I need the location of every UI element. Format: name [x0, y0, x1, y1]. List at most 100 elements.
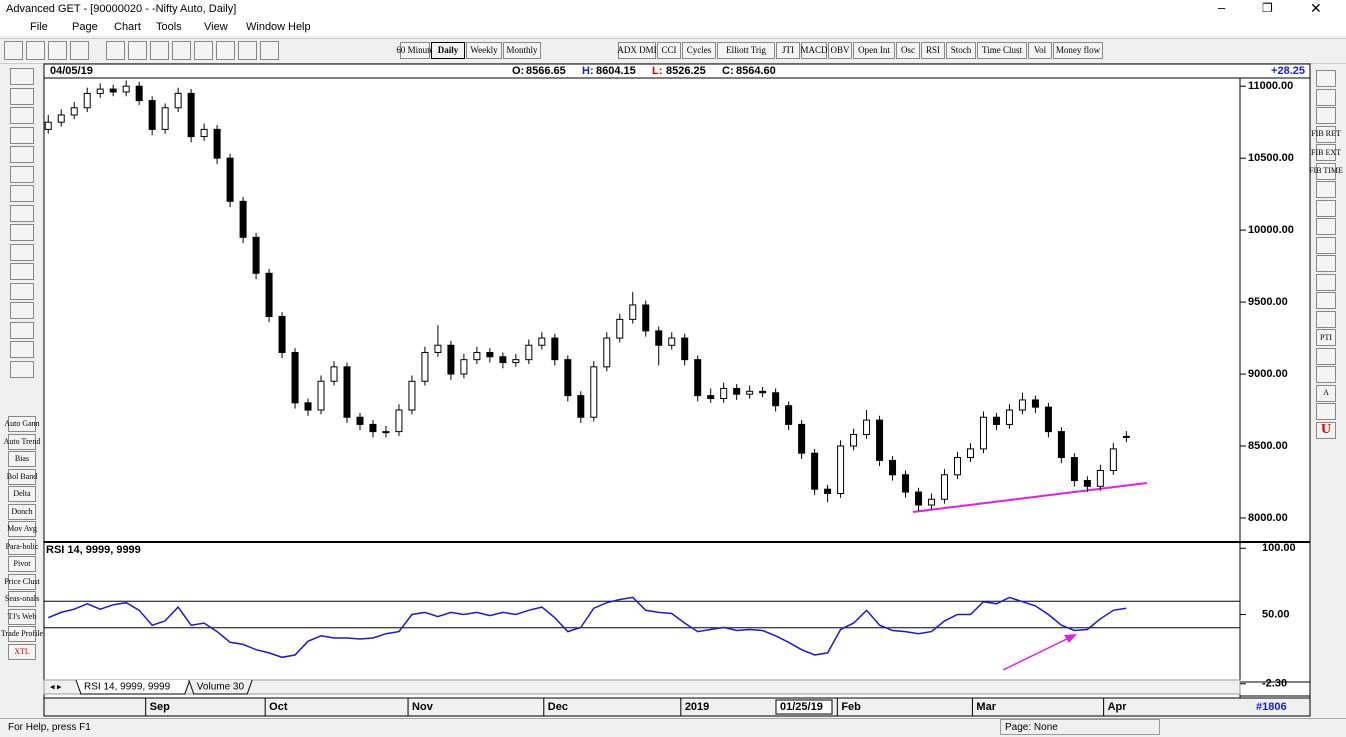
draw-tool[interactable]: [1316, 218, 1336, 235]
draw-tool[interactable]: [1316, 88, 1336, 106]
tool-icon[interactable]: [10, 68, 34, 85]
tool-icon[interactable]: [4, 41, 23, 60]
minimize[interactable]: –: [1218, 0, 1226, 15]
tool-icon[interactable]: [10, 224, 34, 241]
draw-tool[interactable]: [1316, 347, 1336, 365]
draw-tool[interactable]: A: [1316, 384, 1336, 402]
interval-button[interactable]: Weekly: [466, 42, 502, 59]
menu-item[interactable]: Window: [246, 21, 286, 33]
study-tool[interactable]: Trade Profile: [1, 626, 43, 642]
study-button[interactable]: Elliott Trig: [717, 42, 775, 59]
study-tool[interactable]: Bias: [8, 451, 36, 467]
study-button[interactable]: OBV: [828, 42, 852, 59]
candle-body: [343, 366, 351, 418]
interval-button[interactable]: Monthly: [503, 42, 541, 59]
study-button[interactable]: Vol: [1028, 42, 1052, 59]
draw-tool[interactable]: [1316, 273, 1336, 291]
tool-icon[interactable]: [106, 41, 125, 60]
interval-button[interactable]: Daily: [431, 42, 465, 59]
tool-icon[interactable]: [10, 321, 34, 339]
candle-body: [681, 337, 689, 361]
tool-icon[interactable]: [70, 41, 89, 60]
study-tool[interactable]: TJ's Web: [8, 608, 36, 625]
tool-icon[interactable]: [128, 41, 147, 60]
restore[interactable]: ❐: [1262, 1, 1273, 15]
tool-icon[interactable]: [150, 41, 169, 60]
tool-icon[interactable]: [26, 41, 45, 60]
menu-item[interactable]: View: [204, 21, 228, 33]
tool-icon[interactable]: [10, 107, 34, 124]
draw-tool[interactable]: [1316, 292, 1336, 309]
study-tool[interactable]: Bol Band: [7, 468, 37, 485]
tab-label[interactable]: RSI 14, 9999, 9999: [84, 682, 171, 693]
tool-icon[interactable]: [194, 41, 213, 60]
study-button[interactable]: Stoch: [946, 42, 976, 59]
draw-tool[interactable]: [1316, 236, 1336, 254]
tool-icon[interactable]: [10, 282, 34, 300]
tool-icon[interactable]: [10, 87, 34, 105]
tool-icon[interactable]: [10, 146, 34, 163]
study-tool[interactable]: Price Clust: [4, 573, 40, 590]
tool-icon[interactable]: [216, 41, 235, 60]
study-button[interactable]: Open Int: [853, 42, 895, 59]
draw-tool[interactable]: [1316, 181, 1336, 198]
tool-icon[interactable]: [10, 360, 34, 378]
study-button[interactable]: JTI: [776, 42, 800, 59]
draw-tool[interactable]: PTI: [1316, 329, 1336, 346]
candle-body: [979, 416, 987, 450]
menu-item[interactable]: Tools: [156, 21, 182, 33]
study-button[interactable]: MACD: [801, 42, 828, 59]
study-tool[interactable]: Delta: [8, 486, 36, 502]
draw-tool[interactable]: [1316, 366, 1336, 383]
study-button[interactable]: Osc: [896, 42, 920, 59]
tool-icon[interactable]: [172, 41, 191, 60]
tab-label[interactable]: Volume 30: [197, 682, 245, 693]
study-tool[interactable]: Auto Trend: [4, 433, 40, 450]
study-tool[interactable]: Donch: [8, 503, 36, 520]
tool-icon[interactable]: [10, 165, 34, 183]
tool-icon[interactable]: [10, 185, 34, 202]
study-tool[interactable]: Auto Gann: [4, 416, 40, 432]
menu-item[interactable]: Page: [72, 21, 98, 33]
draw-tool[interactable]: [1316, 403, 1336, 420]
ohlc-value: 8564.60: [736, 65, 776, 77]
study-tool[interactable]: Seas-onals: [5, 591, 39, 607]
menu-item[interactable]: Chart: [114, 21, 141, 33]
tool-icon[interactable]: [260, 41, 279, 60]
draw-tool[interactable]: FIB TIME: [1309, 162, 1343, 180]
study-button[interactable]: Money flow: [1053, 42, 1103, 59]
study-button[interactable]: Time Clust: [977, 42, 1027, 59]
study-tool[interactable]: Mov Avg: [7, 521, 37, 537]
study-tool[interactable]: XTL: [8, 643, 36, 660]
tool-icon[interactable]: [48, 41, 67, 60]
tool-icon[interactable]: [10, 302, 34, 319]
study-button[interactable]: ADX DMI: [617, 42, 657, 59]
tool-icon[interactable]: [10, 126, 34, 144]
tool-icon[interactable]: [10, 204, 34, 222]
draw-tool[interactable]: FIB RET: [1311, 125, 1341, 143]
close[interactable]: ✕: [1310, 0, 1322, 16]
candle-body: [330, 366, 338, 382]
draw-tool[interactable]: [1316, 199, 1336, 217]
draw-tool[interactable]: FIB EXT: [1311, 144, 1341, 161]
study-button[interactable]: Cycles: [682, 42, 716, 59]
tool-icon[interactable]: [10, 243, 34, 261]
menu-item[interactable]: Help: [288, 21, 311, 33]
study-tool[interactable]: Para-bolic: [6, 538, 38, 555]
tool-icon[interactable]: [238, 41, 257, 60]
tool-icon[interactable]: [10, 263, 34, 280]
interval-button[interactable]: 60 Minute: [396, 42, 434, 59]
draw-tool[interactable]: [1316, 255, 1336, 272]
draw-tool[interactable]: [1316, 70, 1336, 87]
draw-tool[interactable]: [1316, 310, 1336, 328]
draw-tool[interactable]: [1316, 107, 1336, 124]
candle-body: [408, 380, 416, 411]
candle-body: [278, 315, 286, 353]
tool-icon[interactable]: [10, 341, 34, 358]
menu-item[interactable]: File: [30, 21, 48, 33]
study-button[interactable]: RSI: [921, 42, 945, 59]
candle-body: [226, 157, 234, 202]
draw-tool[interactable]: U: [1316, 421, 1336, 439]
study-button[interactable]: CCI: [657, 42, 681, 59]
study-tool[interactable]: Pivot: [8, 556, 36, 572]
